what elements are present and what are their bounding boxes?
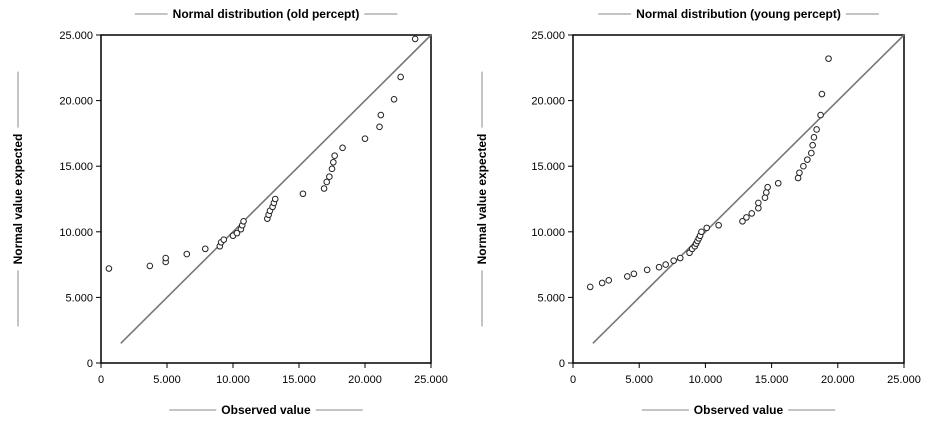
x-tick-label: 25.000 (887, 374, 921, 386)
chart-panel-old: Normal distribution (old percept) 0 5.000 1… (11, 7, 448, 417)
y-tick-label: 0 (559, 358, 565, 370)
data-point (598, 279, 606, 287)
data-point (339, 144, 346, 152)
data-point (240, 218, 247, 225)
data-point (794, 174, 802, 182)
data-point (105, 265, 113, 272)
data-point (586, 283, 594, 291)
data-point (748, 210, 756, 217)
data-point (643, 266, 651, 274)
data-point (796, 169, 803, 177)
data-point (743, 214, 750, 221)
data-point (800, 162, 807, 170)
data-point (818, 90, 826, 98)
data-point (809, 141, 816, 149)
data-point (361, 135, 369, 142)
data-point (763, 189, 770, 196)
data-point (390, 95, 398, 103)
data-point (320, 185, 328, 192)
x-tick-label: 15.000 (282, 374, 316, 386)
data-point (764, 183, 771, 191)
data-point (623, 273, 631, 280)
reference-line (592, 34, 905, 344)
data-point (233, 229, 241, 237)
y-axis-label: Normal value expected (475, 134, 489, 265)
data-point (703, 224, 711, 232)
data-point (397, 73, 404, 81)
chart-panel-young: Normal distribution (young percept) 0 5.00… (464, 0, 927, 421)
data-point (817, 111, 824, 119)
data-point (220, 236, 228, 243)
data-point (201, 245, 209, 253)
y-tick-label: 5.000 (65, 292, 93, 304)
scatter-chart-old: Normal distribution (old percept) 0 5.000 1… (11, 7, 448, 417)
data-point (271, 195, 279, 203)
reference-line (120, 34, 432, 344)
x-tick-label: 0 (570, 374, 576, 386)
y-tick-label: 15.000 (59, 161, 93, 173)
y-tick-label: 20.000 (531, 96, 565, 108)
chart-title: Normal distribution (old percept) (173, 7, 360, 21)
y-tick-label: 0 (87, 358, 93, 370)
data-point (330, 158, 337, 166)
x-tick-label: 10.000 (689, 374, 723, 386)
data-point (808, 149, 815, 157)
data-point (774, 179, 782, 187)
y-tick-label: 5.000 (537, 292, 565, 304)
data-point (761, 194, 769, 201)
x-tick-label: 20.000 (348, 374, 382, 386)
y-tick-label: 15.000 (531, 161, 565, 173)
data-point (655, 263, 663, 271)
x-axis-label: Observed value (221, 403, 311, 417)
data-point (183, 250, 191, 258)
data-point (146, 262, 154, 270)
data-point (323, 178, 331, 186)
y-tick-label: 10.000 (531, 227, 565, 239)
data-point (804, 156, 811, 163)
x-tick-label: 0 (98, 374, 104, 386)
data-point (299, 190, 307, 198)
data-point (630, 270, 638, 278)
y-tick-label: 25.000 (59, 30, 93, 42)
data-point (813, 126, 820, 133)
data-point (739, 218, 746, 225)
data-point (825, 55, 832, 62)
data-point (162, 254, 169, 262)
data-point (411, 35, 419, 43)
x-tick-label: 5.000 (153, 374, 181, 386)
plot-frame (572, 34, 905, 364)
y-tick-label: 25.000 (531, 30, 565, 42)
data-point (715, 221, 722, 229)
x-tick-label: 5.000 (625, 374, 653, 386)
data-point (377, 111, 385, 119)
data-point (662, 261, 669, 268)
data-point (670, 257, 677, 264)
data-point (755, 199, 762, 207)
x-tick-label: 25.000 (414, 374, 448, 386)
x-tick-label: 10.000 (216, 374, 250, 386)
data-point (605, 277, 613, 284)
data-point (326, 173, 333, 180)
data-point (676, 254, 684, 262)
y-tick-label: 10.000 (59, 227, 93, 239)
data-point (376, 123, 383, 131)
y-axis-label: Normal value expected (11, 134, 25, 265)
chart-title: Normal distribution (young percept) (636, 7, 841, 21)
y-tick-label: 20.000 (59, 96, 93, 108)
data-point (328, 165, 336, 173)
data-point (810, 134, 818, 141)
scatter-chart-young: Normal distribution (young percept) 0 5.00… (475, 7, 921, 417)
data-point (698, 228, 705, 236)
x-tick-label: 20.000 (821, 374, 855, 386)
x-tick-label: 15.000 (755, 374, 789, 386)
plot-frame (100, 34, 432, 364)
x-axis-label: Observed value (694, 403, 784, 417)
data-point (331, 152, 338, 160)
